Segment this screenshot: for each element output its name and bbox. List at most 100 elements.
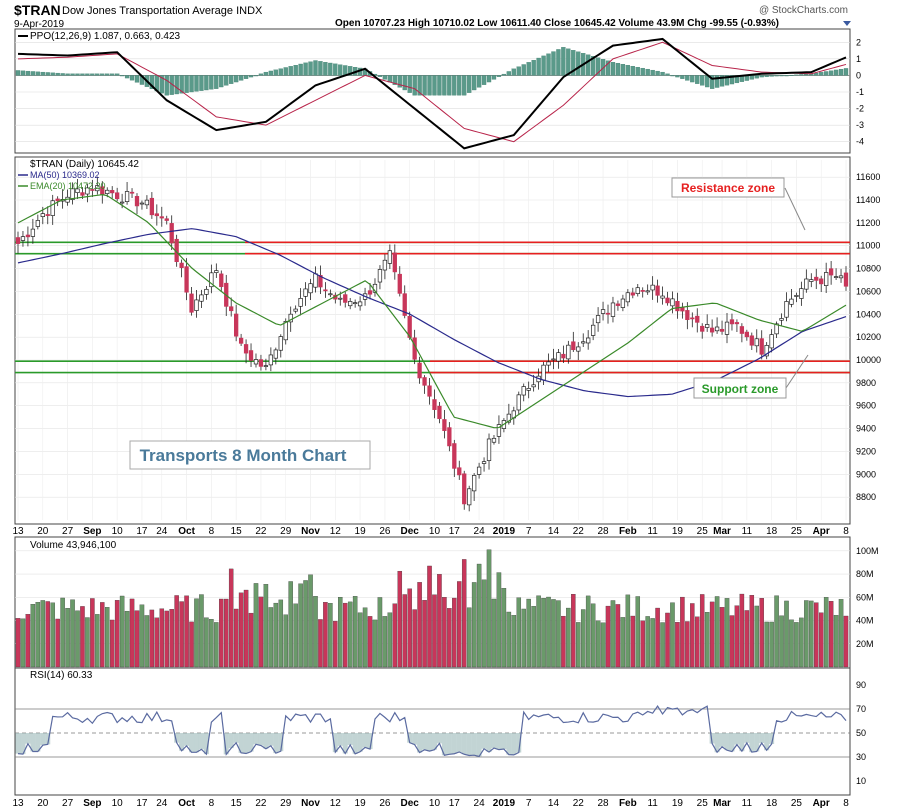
rsi-fill	[506, 733, 512, 755]
volume-bar	[585, 595, 591, 668]
ppo-histogram-bar	[432, 75, 437, 96]
candle-body	[824, 272, 829, 286]
volume-bar	[576, 622, 581, 668]
date-tick-label-bottom: Mar	[713, 798, 731, 809]
candle-body	[680, 307, 685, 312]
ema20-line	[17, 194, 847, 429]
candle-body	[159, 216, 164, 219]
candle-body	[481, 461, 487, 464]
rsi-tick-label: 90	[856, 680, 866, 690]
volume-bar	[253, 583, 259, 668]
candle-body	[402, 293, 407, 316]
date-tick-label-bottom: 14	[548, 798, 560, 809]
volume-bar	[615, 604, 621, 668]
volume-bar	[516, 597, 522, 668]
ppo-histogram-bar	[248, 75, 254, 78]
rsi-fill	[25, 733, 31, 744]
volume-bar	[422, 600, 427, 668]
resistance-zone-label: Resistance zone	[681, 181, 775, 195]
rsi-fill	[40, 733, 46, 746]
volume-bar	[258, 596, 264, 668]
volume-bar	[179, 601, 184, 668]
date-tick-label: 11	[647, 526, 658, 537]
rsi-fill	[476, 733, 482, 757]
rsi-fill	[278, 733, 284, 752]
price-tick-label: 11600	[856, 172, 880, 182]
candle-body	[471, 475, 477, 492]
ppo-histogram-bar	[635, 66, 640, 76]
rsi-tick-label: 10	[856, 776, 866, 786]
ppo-histogram-bar	[620, 64, 626, 76]
candle-body	[253, 359, 259, 365]
rsi-fill	[441, 733, 447, 756]
date-tick-label: 18	[766, 526, 778, 537]
candle-body	[273, 349, 278, 359]
date-tick-label: 24	[474, 526, 486, 537]
volume-bar	[293, 603, 298, 668]
volume-bar	[511, 615, 517, 668]
volume-bar	[144, 615, 150, 668]
candle-body	[506, 413, 512, 423]
ppo-histogram-bar	[60, 73, 65, 76]
price-tick-label: 10400	[856, 309, 881, 319]
candle-body	[243, 344, 249, 354]
volume-bar	[214, 622, 219, 668]
candle-body	[144, 199, 150, 206]
date-tick-label-bottom: 12	[330, 798, 342, 809]
ppo-histogram-bar	[486, 75, 492, 83]
volume-bar	[704, 612, 710, 668]
volume-bar	[799, 617, 804, 668]
candle-body	[45, 214, 50, 216]
volume-bar	[526, 598, 531, 668]
volume-bar	[45, 601, 50, 668]
ppo-tick-label: 0	[856, 70, 861, 80]
candle-body	[229, 306, 234, 312]
rsi-fill	[759, 733, 765, 744]
volume-bar	[100, 602, 105, 668]
candle-body	[814, 276, 819, 281]
rsi-fill	[342, 733, 348, 754]
ppo-histogram-bar	[462, 75, 467, 96]
volume-bar	[486, 549, 492, 668]
rsi-fill	[258, 733, 264, 746]
ppo-histogram-bar	[124, 75, 130, 79]
candle-body	[179, 262, 184, 268]
date-tick-label-bottom: 22	[255, 798, 267, 809]
ppo-histogram-bar	[50, 72, 55, 76]
ppo-histogram-bar	[80, 73, 85, 76]
ppo-histogram-bar	[536, 57, 541, 76]
candle-body	[551, 358, 556, 361]
volume-bar	[804, 600, 809, 668]
ppo-histogram-bar	[714, 75, 720, 88]
candle-body	[129, 191, 135, 194]
candle-body	[620, 298, 626, 308]
volume-bar	[566, 607, 571, 668]
volume-bar	[764, 621, 769, 668]
price-label: $TRAN (Daily) 10645.42	[30, 159, 139, 170]
volume-bar	[382, 616, 388, 668]
volume-bar	[461, 559, 467, 668]
volume-bar	[491, 598, 497, 668]
volume-bar	[541, 597, 546, 668]
volume-bar	[392, 603, 398, 668]
candle-body	[278, 336, 283, 351]
chart-title-box-text: Transports 8 Month Chart	[140, 446, 347, 465]
ppo-histogram-bar	[645, 68, 650, 76]
rsi-fill	[352, 733, 358, 754]
date-tick-label-bottom: 18	[766, 798, 778, 809]
ppo-histogram-bar	[387, 75, 393, 83]
rsi-fill	[734, 733, 740, 745]
rsi-fill	[501, 733, 507, 750]
volume-bar	[665, 612, 670, 668]
date-tick-label-bottom: Apr	[813, 798, 830, 809]
volume-bar	[238, 592, 244, 668]
ppo-histogram-bar	[253, 75, 259, 77]
rsi-fill	[15, 733, 21, 754]
candle-body	[784, 301, 789, 318]
date-tick-label: 25	[697, 526, 709, 537]
volume-bar	[20, 618, 26, 668]
candle-body	[759, 338, 764, 355]
volume-bar	[318, 619, 323, 668]
candle-body	[283, 321, 288, 341]
candle-body	[705, 324, 710, 328]
